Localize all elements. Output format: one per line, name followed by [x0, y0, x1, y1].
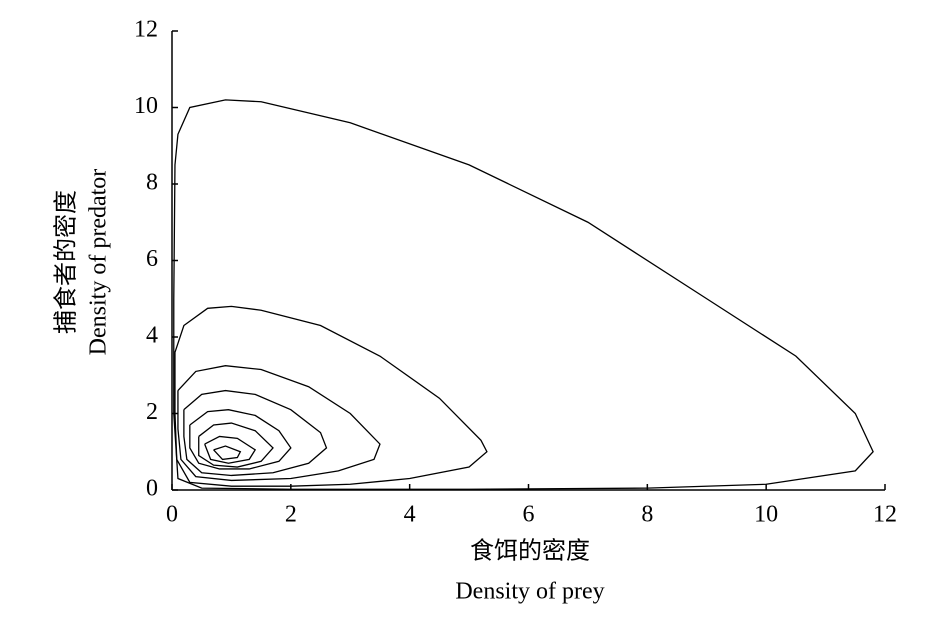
x-tick-label: 4: [404, 502, 416, 528]
orbit: [198, 422, 274, 468]
y-tick-label: 8: [146, 170, 158, 196]
y-tick-label: 12: [134, 17, 158, 43]
orbit: [204, 435, 257, 464]
y-axis-title: Density of predator: [86, 169, 112, 356]
x-tick-label: 10: [754, 502, 778, 528]
x-tick-label: 12: [873, 502, 897, 528]
x-tick-label: 0: [166, 502, 178, 528]
y-tick-label: 6: [146, 246, 158, 272]
y-tick-label: 2: [146, 399, 158, 425]
orbit: [177, 365, 381, 482]
orbit: [183, 389, 328, 477]
orbit: [189, 409, 292, 470]
y-tick-label: 10: [134, 93, 158, 119]
x-tick-label: 2: [285, 502, 297, 528]
x-tick-label: 6: [523, 502, 535, 528]
x-axis-title-cn: 食饵的密度: [470, 538, 590, 565]
y-axis-title-cn: 捕食者的密度: [53, 190, 80, 334]
orbit: [213, 445, 242, 461]
y-tick-label: 0: [146, 476, 158, 502]
orbit: [174, 305, 488, 487]
orbit: [173, 99, 874, 490]
y-tick-label: 4: [146, 323, 158, 349]
x-tick-label: 8: [641, 502, 653, 528]
x-axis-title: Density of prey: [455, 579, 604, 605]
